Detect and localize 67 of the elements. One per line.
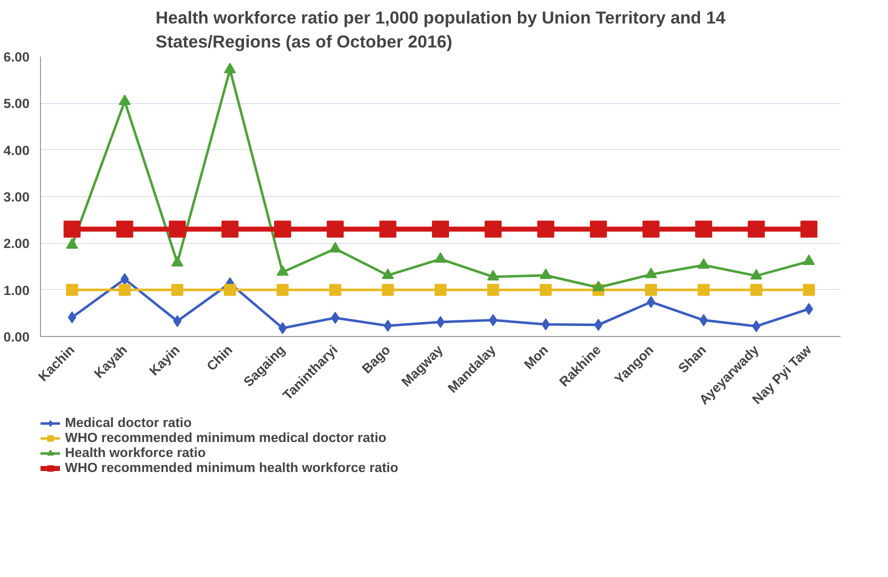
- y-tick-label: 6.00: [4, 50, 30, 64]
- point: [171, 284, 184, 296]
- point: [434, 252, 446, 263]
- point: [326, 220, 344, 238]
- y-tick-label: 4.00: [4, 142, 30, 158]
- point: [698, 284, 710, 296]
- point: [802, 284, 815, 296]
- point: [116, 220, 134, 238]
- point: [699, 314, 708, 326]
- point: [748, 220, 765, 238]
- point: [274, 220, 292, 238]
- point: [329, 242, 342, 252]
- point: [276, 265, 289, 276]
- point: [488, 314, 498, 326]
- point: [646, 296, 656, 308]
- point: [329, 284, 342, 296]
- point: [382, 284, 394, 296]
- point: [592, 280, 604, 292]
- point: [278, 322, 287, 334]
- point: [68, 311, 76, 324]
- point: [487, 270, 500, 280]
- y-tick-label: 1.00: [4, 282, 30, 298]
- point: [379, 220, 396, 238]
- point: [221, 220, 238, 238]
- point: [695, 220, 712, 238]
- point: [118, 284, 131, 296]
- y-tick-label: 5.00: [4, 96, 30, 112]
- point: [645, 268, 658, 278]
- point: [802, 254, 815, 266]
- point: [750, 268, 762, 280]
- point: [645, 284, 658, 296]
- point: [698, 258, 710, 269]
- point: [382, 268, 394, 280]
- y-tick-label: 2.00: [4, 236, 30, 252]
- point: [66, 238, 78, 249]
- point: [224, 62, 236, 74]
- point: [804, 302, 814, 315]
- point: [118, 94, 131, 105]
- point: [537, 220, 554, 238]
- legend-label: Health workforce ratio: [65, 445, 206, 460]
- point: [436, 316, 445, 328]
- point: [590, 220, 607, 238]
- point: [432, 220, 449, 238]
- legend-label: Medical doctor ratio: [65, 415, 192, 430]
- point: [173, 315, 182, 328]
- point: [66, 284, 78, 296]
- point: [171, 256, 184, 266]
- point: [484, 220, 502, 238]
- point: [168, 220, 186, 238]
- x-tick-label: Mon: [521, 342, 552, 372]
- point: [750, 284, 762, 296]
- point: [594, 318, 603, 331]
- point: [800, 220, 818, 238]
- legend-label: WHO recommended minimum medical doctor ratio: [65, 430, 386, 445]
- chart-title: Health workforce ratio per 1,000 population by Union Territory and 14 States/Regions (as of October 2016): [156, 8, 726, 52]
- y-tick-label: 3.00: [4, 190, 30, 204]
- point: [224, 284, 236, 296]
- point: [642, 220, 660, 238]
- point: [540, 268, 552, 280]
- y-tick-label: 0.00: [4, 330, 30, 344]
- point: [434, 284, 446, 296]
- point: [276, 284, 289, 296]
- legend-label: WHO recommended minimum health workforce ratio: [65, 460, 398, 475]
- point: [64, 220, 81, 238]
- point: [384, 320, 392, 332]
- point: [487, 284, 500, 296]
- point: [540, 284, 552, 296]
